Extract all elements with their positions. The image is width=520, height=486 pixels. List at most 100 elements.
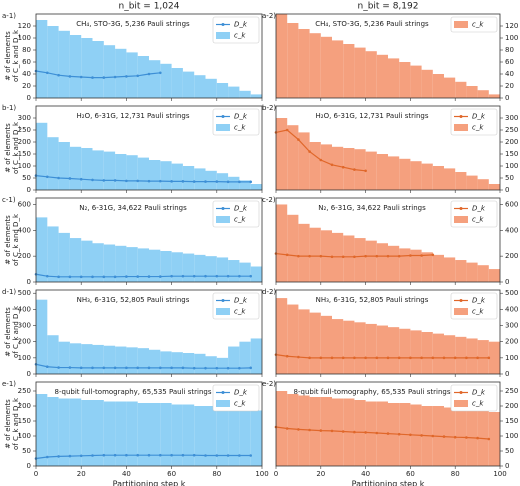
bar xyxy=(103,45,116,98)
legend-marker xyxy=(221,115,225,118)
plot-frame xyxy=(35,381,263,467)
y-tick-label: 200 xyxy=(505,138,518,146)
y-tick-label: 300 xyxy=(18,322,31,330)
point xyxy=(397,432,401,436)
y-axis-label-line: # of elements xyxy=(4,399,12,449)
bar xyxy=(194,254,206,282)
bar xyxy=(239,90,251,98)
bar xyxy=(216,257,229,282)
bar xyxy=(376,243,388,282)
point xyxy=(353,356,356,360)
point xyxy=(204,180,207,183)
bar xyxy=(36,394,48,466)
point xyxy=(364,431,367,434)
y-tick-label: 80 xyxy=(22,46,31,54)
point xyxy=(102,453,106,457)
bar xyxy=(455,81,467,98)
bar xyxy=(205,356,217,374)
point xyxy=(125,453,128,457)
bar xyxy=(171,68,183,98)
bar xyxy=(388,245,400,282)
bar xyxy=(81,38,93,98)
bar xyxy=(477,340,489,374)
bar xyxy=(388,58,400,98)
point xyxy=(79,75,83,79)
legend-marker xyxy=(459,391,463,394)
legend-label: D_k xyxy=(234,205,248,213)
legend-swatch xyxy=(216,308,230,315)
bar xyxy=(58,30,70,98)
y-tick-label: 60 xyxy=(22,58,31,66)
bar xyxy=(47,26,59,98)
bar xyxy=(160,351,172,374)
bar xyxy=(488,94,500,98)
bar xyxy=(287,125,299,190)
point xyxy=(147,72,151,76)
y-tick-label: 400 xyxy=(18,305,31,313)
bar xyxy=(69,238,82,282)
x-axis-label: Partitioning step k xyxy=(352,480,425,486)
point xyxy=(159,275,162,278)
point xyxy=(170,453,173,457)
legend-marker xyxy=(221,23,225,26)
bar xyxy=(115,154,127,190)
bar xyxy=(309,397,321,466)
point xyxy=(330,255,334,259)
point xyxy=(215,454,219,457)
point xyxy=(68,454,72,458)
x-tick-label: 20 xyxy=(77,470,86,478)
point xyxy=(79,275,83,279)
point xyxy=(215,274,219,278)
panel-title: H₂O, 6-31G, 12,731 Pauli strings xyxy=(77,112,190,120)
point xyxy=(420,356,423,360)
bar xyxy=(205,256,217,282)
point xyxy=(57,176,60,180)
bar xyxy=(376,325,388,374)
bar xyxy=(399,248,411,282)
point xyxy=(91,178,94,182)
bar xyxy=(182,166,195,190)
point xyxy=(442,435,446,438)
bar xyxy=(36,122,48,190)
point xyxy=(147,275,151,278)
bar xyxy=(354,322,366,374)
point xyxy=(215,180,219,183)
point xyxy=(341,356,345,360)
bar xyxy=(228,176,240,190)
bar xyxy=(103,401,116,466)
point xyxy=(170,366,173,370)
point xyxy=(249,454,252,457)
bar xyxy=(69,398,82,466)
y-tick-label: 200 xyxy=(505,252,518,260)
point xyxy=(113,453,117,457)
bar xyxy=(488,412,500,466)
bar xyxy=(287,394,299,466)
legend-marker xyxy=(459,207,463,210)
legend-label: c_k xyxy=(472,124,484,132)
point xyxy=(249,366,252,370)
column-title: n_bit = 8,192 xyxy=(358,2,419,12)
point xyxy=(192,180,196,183)
y-tick-label: 50 xyxy=(22,174,31,182)
bar xyxy=(332,40,344,98)
bar xyxy=(343,320,355,374)
point xyxy=(147,366,151,370)
bar xyxy=(58,398,70,466)
y-tick-label: 150 xyxy=(505,417,518,425)
y-axis-label-line: # of elements xyxy=(4,215,12,265)
point xyxy=(57,366,60,369)
point xyxy=(297,428,300,431)
bar xyxy=(160,161,172,190)
bar xyxy=(466,262,478,282)
x-tick-label: 100 xyxy=(493,470,506,478)
y-tick-label: 20 xyxy=(22,82,31,90)
bar xyxy=(58,142,70,190)
point xyxy=(91,275,94,279)
bar xyxy=(182,404,195,466)
y-tick-label: 100 xyxy=(505,354,518,362)
point xyxy=(319,158,323,162)
legend-label: D_k xyxy=(234,113,248,121)
bar xyxy=(137,403,149,466)
y-tick-label: 40 xyxy=(505,70,514,78)
y-axis-label-line: of C_k and D_k xyxy=(12,305,20,358)
